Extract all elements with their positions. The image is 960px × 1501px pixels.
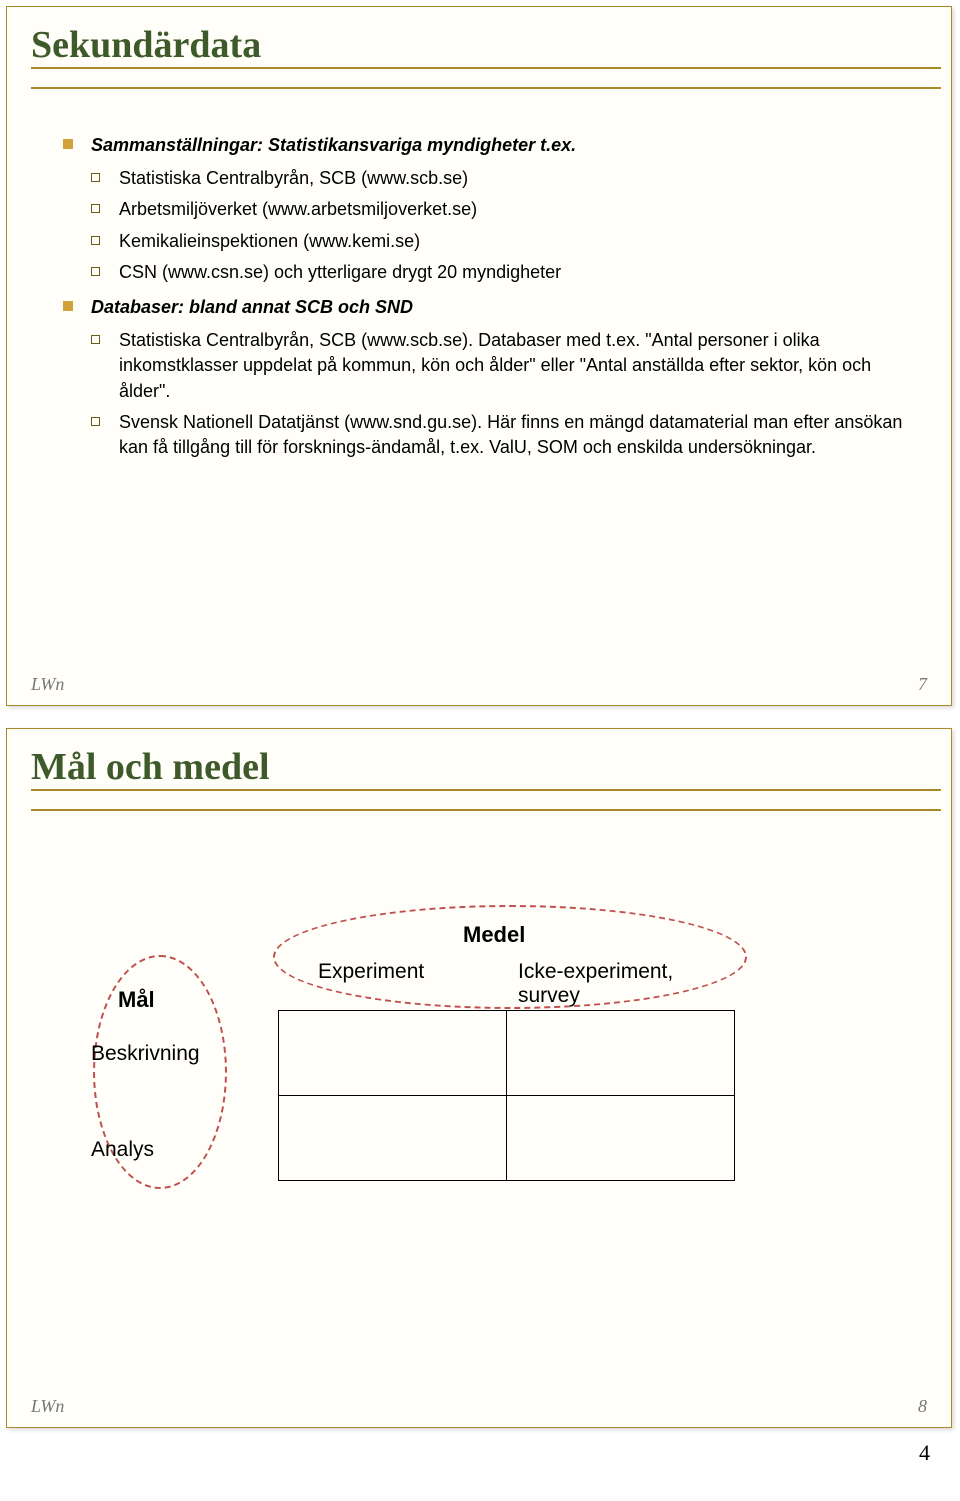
slide-1-footer: LWn 7 xyxy=(31,674,927,695)
table-cell xyxy=(507,1011,735,1096)
rule-line xyxy=(31,789,941,791)
slide-1-title: Sekundärdata xyxy=(31,17,951,67)
bullet-icon xyxy=(91,417,100,426)
bullet-icon xyxy=(63,139,73,149)
slide-2-body: Medel Experiment Icke-experiment, survey… xyxy=(7,825,951,1225)
slide-2-wrap: Mål och medel Medel Experiment Icke-expe… xyxy=(0,722,960,1428)
bullet-text: CSN (www.csn.se) och ytterligare drygt 2… xyxy=(119,262,561,282)
label-mal: Mål xyxy=(118,985,155,1016)
label-analys: Analys xyxy=(91,1135,154,1164)
bullet-text: Kemikalieinspektionen (www.kemi.se) xyxy=(119,231,420,251)
label-icke-experiment-2: survey xyxy=(518,981,580,1010)
bullet-level-2: Statistiska Centralbyrån, SCB (www.scb.s… xyxy=(91,328,911,404)
label-experiment: Experiment xyxy=(318,957,424,986)
bullet-text: Svensk Nationell Datatjänst (www.snd.gu.… xyxy=(119,412,902,457)
bullet-icon xyxy=(91,267,100,276)
footer-right: 7 xyxy=(918,674,927,695)
slide-1: Sekundärdata Sammanställningar: Statisti… xyxy=(6,6,952,706)
page: Sekundärdata Sammanställningar: Statisti… xyxy=(0,0,960,1474)
bullet-level-1: Sammanställningar: Statistikansvariga my… xyxy=(63,133,911,158)
slide-2-header: Mål och medel xyxy=(7,729,951,825)
bullet-text: Statistiska Centralbyrån, SCB (www.scb.s… xyxy=(119,330,871,400)
slide-1-header: Sekundärdata xyxy=(7,7,951,103)
rule-line xyxy=(31,67,941,69)
slide-2-title: Mål och medel xyxy=(31,739,951,789)
bullet-level-2: Svensk Nationell Datatjänst (www.snd.gu.… xyxy=(91,410,911,460)
bullet-text: Sammanställningar: Statistikansvariga my… xyxy=(91,135,576,155)
slide-1-body: Sammanställningar: Statistikansvariga my… xyxy=(7,103,951,460)
bullet-level-1: Databaser: bland annat SCB och SND xyxy=(63,295,911,320)
bullet-icon xyxy=(63,301,73,311)
table-row xyxy=(279,1096,735,1181)
mal-medel-diagram: Medel Experiment Icke-experiment, survey… xyxy=(93,905,793,1225)
bullet-icon xyxy=(91,204,100,213)
slide-2-footer: LWn 8 xyxy=(31,1396,927,1417)
rule-line xyxy=(31,87,941,89)
footer-left: LWn xyxy=(31,674,64,695)
page-number: 4 xyxy=(919,1440,930,1466)
bullet-level-2: Arbetsmiljöverket (www.arbetsmiljoverket… xyxy=(91,197,911,222)
rule-line xyxy=(31,809,941,811)
bullet-text: Databaser: bland annat SCB och SND xyxy=(91,297,413,317)
bullet-level-2: CSN (www.csn.se) och ytterligare drygt 2… xyxy=(91,260,911,285)
label-medel: Medel xyxy=(463,920,525,951)
slide-2: Mål och medel Medel Experiment Icke-expe… xyxy=(6,728,952,1428)
bullet-text: Arbetsmiljöverket (www.arbetsmiljoverket… xyxy=(119,199,477,219)
table-cell xyxy=(507,1096,735,1181)
table-row xyxy=(279,1011,735,1096)
table-cell xyxy=(279,1011,507,1096)
bullet-level-2: Kemikalieinspektionen (www.kemi.se) xyxy=(91,229,911,254)
label-beskrivning: Beskrivning xyxy=(91,1039,200,1068)
footer-right: 8 xyxy=(918,1396,927,1417)
table-cell xyxy=(279,1096,507,1181)
bullet-text: Statistiska Centralbyrån, SCB (www.scb.s… xyxy=(119,168,468,188)
bullet-icon xyxy=(91,236,100,245)
diagram-table xyxy=(278,1010,735,1181)
footer-left: LWn xyxy=(31,1396,64,1417)
bullet-icon xyxy=(91,173,100,182)
bullet-icon xyxy=(91,335,100,344)
slide-1-wrap: Sekundärdata Sammanställningar: Statisti… xyxy=(0,0,960,706)
bullet-level-2: Statistiska Centralbyrån, SCB (www.scb.s… xyxy=(91,166,911,191)
